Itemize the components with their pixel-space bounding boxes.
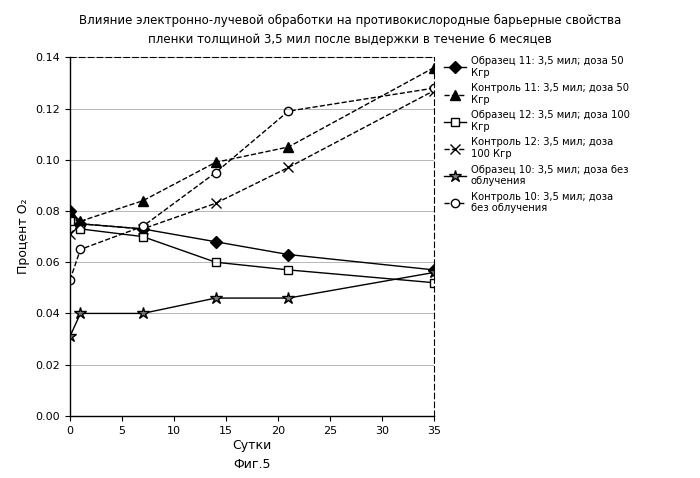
Legend: Образец 11: 3,5 мил; доза 50
Кгр, Контроль 11: 3,5 мил; доза 50
Кгр, Образец 12:: Образец 11: 3,5 мил; доза 50 Кгр, Контро… (442, 55, 631, 214)
X-axis label: Сутки: Сутки (0, 477, 1, 478)
Text: Сутки: Сутки (232, 439, 272, 452)
Text: Фиг.5: Фиг.5 (233, 458, 271, 471)
Y-axis label: Процент O₂: Процент O₂ (17, 199, 30, 274)
Text: Влияние электронно-лучевой обработки на противокислородные барьерные свойства: Влияние электронно-лучевой обработки на … (79, 14, 621, 27)
Text: пленки толщиной 3,5 мил после выдержки в течение 6 месяцев: пленки толщиной 3,5 мил после выдержки в… (148, 33, 552, 46)
